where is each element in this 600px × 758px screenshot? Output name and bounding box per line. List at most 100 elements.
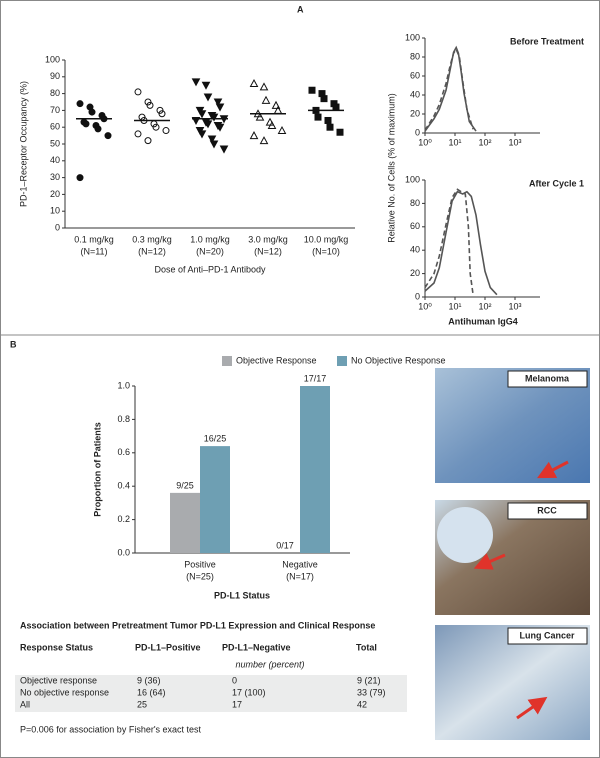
table-header: Response Status (20, 642, 93, 652)
panel-label: A (297, 4, 304, 14)
point (144, 137, 152, 145)
y-tick-label: 50 (50, 138, 60, 148)
y-tick-label: 60 (50, 122, 60, 132)
y-tick-label: 0.4 (117, 481, 130, 491)
table-cell: All (20, 699, 30, 709)
x-axis-label: Dose of Anti–PD-1 Antibody (154, 264, 266, 274)
point (267, 120, 277, 130)
y-tick-label: 80 (50, 88, 60, 98)
table-cell: No objective response (20, 687, 109, 697)
x-tick-label: 10³ (508, 301, 521, 311)
image-label-box (507, 502, 588, 520)
y-tick-label: 100 (405, 174, 420, 184)
y-tick-label: 0 (415, 127, 420, 137)
table-shading (15, 675, 407, 712)
point (158, 110, 166, 118)
point (209, 140, 219, 149)
point (332, 103, 340, 111)
point (215, 123, 225, 132)
y-tick-label: 100 (405, 32, 420, 42)
table-cell: Objective response (20, 675, 97, 685)
point (213, 98, 223, 107)
micrograph-structure (437, 507, 493, 563)
y-tick-label: 90 (50, 71, 60, 81)
table-cell: 16 (64) (137, 687, 166, 697)
legend-swatch (222, 356, 232, 366)
image-label-box (507, 370, 588, 388)
x-tick-label: 1.0 mg/kg (190, 234, 230, 244)
y-axis-label: PD-1–Receptor Occupancy (%) (18, 81, 28, 207)
point (134, 130, 142, 138)
image-label: RCC (537, 505, 557, 515)
table-title: Association between Pretreatment Tumor P… (20, 620, 375, 630)
chart-title: After Cycle 1 (529, 178, 584, 188)
table-subheader: number (percent) (235, 659, 304, 669)
y-tick-label: 20 (50, 189, 60, 199)
y-tick-label: 80 (410, 198, 420, 208)
point (255, 112, 265, 121)
table-cell: 33 (79) (357, 687, 386, 697)
point (82, 120, 90, 128)
table-cell: 25 (137, 699, 147, 709)
y-tick-label: 0.6 (117, 447, 130, 457)
y-tick-label: 0.8 (117, 414, 130, 424)
y-tick-label: 70 (50, 105, 60, 115)
image-label: Lung Cancer (519, 630, 575, 640)
point (277, 126, 287, 135)
x-tick-label: Positive (184, 559, 216, 569)
point (271, 100, 281, 109)
arrow (473, 553, 506, 570)
y-tick-label: 0.0 (117, 547, 130, 557)
x-tick-label: Negative (282, 559, 318, 569)
image-label: Melanoma (525, 373, 570, 383)
x-tick-label: 10⁰ (418, 301, 432, 311)
point (336, 128, 344, 136)
micrographs (435, 368, 590, 740)
y-axis-label: Relative No. of Cells (% of maximum) (386, 93, 396, 243)
bar (300, 386, 330, 553)
y-tick-label: 40 (410, 89, 420, 99)
x-tick-label: 0.3 mg/kg (132, 234, 172, 244)
point (314, 113, 322, 121)
curve (424, 47, 474, 131)
point (76, 174, 84, 182)
y-tick-label: 20 (410, 108, 420, 118)
bar (200, 446, 230, 553)
y-tick-label: 100 (45, 54, 60, 64)
point (104, 132, 112, 140)
table-cell: 0 (232, 675, 237, 685)
table-cell: 9 (21) (357, 675, 381, 685)
legend-label: Objective Response (236, 355, 317, 365)
arrow (516, 696, 548, 720)
x-axis-label: PD-L1 Status (214, 590, 270, 600)
y-tick-label: 80 (410, 51, 420, 61)
x-tick-label: 0.1 mg/kg (74, 234, 114, 244)
value-label: 0/17 (276, 540, 294, 550)
x-tick-label: (N=20) (196, 246, 224, 256)
point (259, 82, 269, 91)
y-tick-label: 0 (415, 291, 420, 301)
y-tick-label: 30 (50, 172, 60, 182)
chart-title: Before Treatment (510, 36, 584, 46)
point (197, 130, 207, 139)
point (152, 123, 160, 131)
point (162, 127, 170, 135)
point (261, 95, 271, 104)
curve (424, 190, 498, 296)
point (203, 93, 213, 102)
x-tick-label: 10¹ (448, 137, 461, 147)
point (324, 116, 332, 124)
table-cell: 9 (36) (137, 675, 161, 685)
point (146, 101, 154, 109)
x-tick-label: (N=12) (138, 246, 166, 256)
point (201, 81, 211, 90)
y-tick-label: 0 (55, 222, 60, 232)
curve (424, 188, 474, 295)
table-header: PD-L1–Negative (222, 642, 291, 652)
arrow (537, 460, 569, 479)
y-axis-label: Proportion of Patients (92, 422, 102, 517)
x-tick-label: (N=11) (80, 246, 107, 256)
point (197, 110, 207, 119)
x-tick-label: (N=17) (286, 571, 314, 581)
